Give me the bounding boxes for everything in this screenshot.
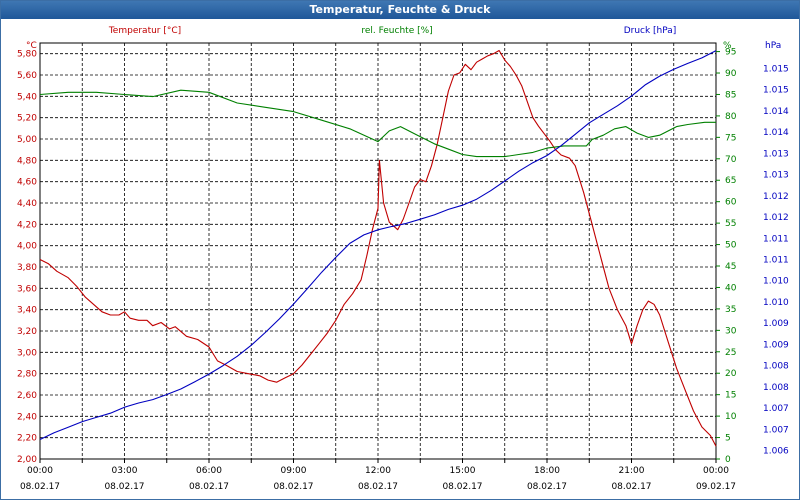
right-tick-label: 1.013 [763,171,789,181]
chart-title: Temperatur, Feuchte & Druck [309,3,491,16]
x-tick-date: 08.02.17 [527,482,567,492]
right-tick-label: 1.014 [763,128,789,138]
x-tick-date: 08.02.17 [189,482,229,492]
right-tick-label: 1.009 [763,340,789,350]
x-tick-time: 21:00 [619,466,645,476]
middle-axis-unit: % [723,41,732,51]
x-tick-time: 00:00 [703,466,729,476]
middle-tick-label: 15 [725,391,736,401]
x-tick-time: 09:00 [281,466,307,476]
x-tick-date: 08.02.17 [611,482,651,492]
axes: °C % hPa Temperatur [°C] rel. Feuchte [%… [17,26,789,492]
x-tick-date: 08.02.17 [442,482,482,492]
left-tick-label: 4,00 [17,242,37,252]
left-tick-label: 2,40 [17,412,37,422]
left-tick-label: 2,00 [17,455,37,465]
middle-tick-label: 40 [725,283,737,293]
x-tick-time: 18:00 [534,466,560,476]
x-tick-date: 08.02.17 [273,482,313,492]
legend-pressure: Druck [hPa] [624,26,677,36]
right-tick-label: 1.011 [763,255,789,265]
right-tick-label: 1.011 [763,234,789,244]
middle-tick-label: 85 [725,90,736,100]
left-tick-label: 3,60 [17,284,37,294]
series-line-humidity [39,89,716,158]
middle-tick-label: 45 [725,262,736,272]
left-tick-label: 2,20 [17,434,37,444]
x-tick-time: 12:00 [365,466,391,476]
middle-tick-label: 30 [725,326,737,336]
legend-humidity: rel. Feuchte [%] [361,26,432,36]
middle-tick-label: 0 [725,455,731,465]
x-tick-time: 03:00 [112,466,138,476]
right-tick-label: 1.012 [763,192,789,202]
left-tick-label: 5,40 [17,92,37,102]
middle-tick-label: 25 [725,348,736,358]
x-tick-date: 08.02.17 [20,482,60,492]
right-tick-label: 1.010 [763,298,789,308]
left-tick-label: 5,60 [17,71,37,81]
legend-temperature: Temperatur [°C] [108,26,181,36]
x-tick-date: 08.02.17 [358,482,398,492]
right-tick-label: 1.008 [763,383,789,393]
left-tick-label: 3,20 [17,327,37,337]
left-tick-label: 4,80 [17,156,37,166]
left-tick-label: 4,40 [17,199,37,209]
left-tick-label: 3,40 [17,306,37,316]
right-tick-label: 1.012 [763,213,789,223]
right-tick-label: 1.009 [763,319,789,329]
right-tick-label: 1.015 [763,86,789,96]
middle-tick-label: 95 [725,48,736,58]
middle-tick-label: 80 [725,112,737,122]
left-tick-label: 4,20 [17,220,37,230]
middle-tick-label: 50 [725,241,737,251]
right-tick-label: 1.015 [763,64,789,74]
left-tick-label: 3,80 [17,263,37,273]
left-tick-label: 4,60 [17,178,37,188]
left-tick-label: 5,00 [17,135,37,145]
middle-tick-label: 60 [725,198,737,208]
left-tick-label: 2,80 [17,370,37,380]
left-tick-label: 5,80 [17,50,37,60]
series-line-temperature [39,49,717,447]
left-tick-label: 5,20 [17,114,37,124]
right-tick-label: 1.007 [763,425,789,435]
series-line-pressure [39,50,717,440]
right-tick-label: 1.008 [763,362,789,372]
x-tick-time: 06:00 [196,466,222,476]
left-axis-unit: °C [26,41,37,51]
middle-tick-label: 90 [725,69,737,79]
middle-tick-label: 70 [725,155,737,165]
right-tick-label: 1.007 [763,404,789,414]
chart-svg: °C % hPa Temperatur [°C] rel. Feuchte [%… [17,26,789,492]
middle-tick-label: 35 [725,305,736,315]
x-tick-date: 09.02.17 [696,482,736,492]
middle-tick-label: 75 [725,133,736,143]
x-tick-time: 15:00 [450,466,476,476]
right-tick-label: 1.014 [763,107,789,117]
x-tick-date: 08.02.17 [104,482,144,492]
right-axis-unit: hPa [765,41,781,51]
x-tick-time: 00:00 [27,466,53,476]
middle-tick-label: 10 [725,412,737,422]
left-tick-label: 3,00 [17,348,37,358]
middle-tick-label: 65 [725,176,736,186]
left-tick-label: 2,60 [17,391,37,401]
grid [39,42,717,460]
title-bar: Temperatur, Feuchte & Druck [1,1,799,19]
right-tick-label: 1.013 [763,149,789,159]
middle-tick-label: 20 [725,369,737,379]
right-tick-label: 1.010 [763,277,789,287]
series-group [39,49,717,447]
middle-tick-label: 55 [725,219,736,229]
right-tick-label: 1.006 [763,447,789,457]
middle-tick-label: 5 [725,434,731,444]
